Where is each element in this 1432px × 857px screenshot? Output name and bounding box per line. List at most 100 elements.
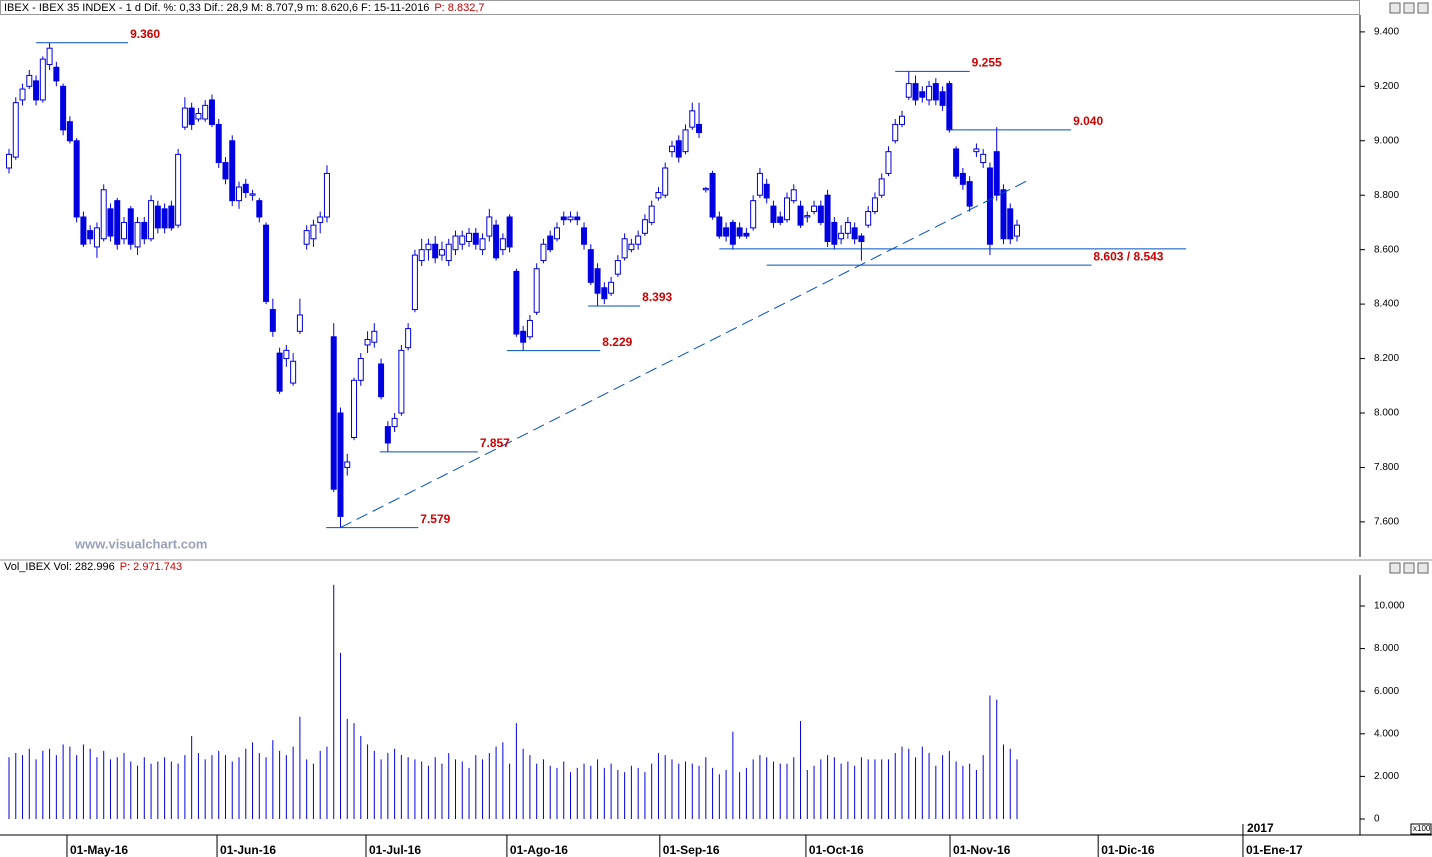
x-tick-label: 01-Ene-17 <box>1246 843 1303 857</box>
candle-body <box>804 215 811 218</box>
candle-body <box>851 227 858 240</box>
x-tick-label: 01-Oct-16 <box>809 843 864 857</box>
candle-body <box>912 83 919 101</box>
unit-box <box>1410 823 1432 835</box>
candle-body <box>269 309 276 332</box>
candle-body <box>493 224 500 259</box>
candle-body <box>66 121 73 142</box>
candle-body <box>831 221 838 245</box>
candle-body <box>506 216 513 248</box>
candle-body <box>783 197 790 221</box>
y-tick-label: 6.000 <box>1374 686 1399 697</box>
candle-body <box>777 216 784 223</box>
candle-body <box>594 268 601 294</box>
candle-body <box>323 172 330 218</box>
maximize-button[interactable] <box>1417 562 1429 574</box>
candle-body <box>560 216 567 221</box>
candle-body <box>310 224 317 240</box>
x-tick-label: 01-Nov-16 <box>953 843 1011 857</box>
candle-body <box>100 189 107 240</box>
candle-body <box>33 80 40 101</box>
header-bar <box>0 0 1360 15</box>
trendline <box>340 180 1028 529</box>
minimize-button[interactable] <box>1389 562 1401 574</box>
candle-body <box>959 172 966 185</box>
candle-body <box>702 187 709 191</box>
x-tick-label: 01-Jun-16 <box>220 843 276 857</box>
candle-body <box>195 113 202 120</box>
candle-body <box>215 123 222 164</box>
candle-body <box>533 268 540 313</box>
candle-body <box>1000 189 1007 240</box>
candle-body <box>513 270 520 335</box>
candle-body <box>858 235 865 242</box>
candle-body <box>844 221 851 234</box>
candle-body <box>986 167 993 245</box>
candle-body <box>871 197 878 213</box>
candle-body <box>472 232 479 245</box>
candle-body <box>655 191 662 199</box>
y-tick-label: 7.600 <box>1374 517 1399 528</box>
candle-body <box>276 352 283 392</box>
candle-body <box>865 211 872 226</box>
candle-body <box>567 216 574 221</box>
candle-body <box>364 338 371 346</box>
candle-body <box>756 172 763 196</box>
candle-body <box>425 243 432 251</box>
x-tick-label: 01-Dic-16 <box>1101 843 1155 857</box>
candle-body <box>249 193 256 196</box>
candle-body <box>520 330 527 343</box>
header-last: P: 8.832,7 <box>434 2 484 14</box>
candle-body <box>296 314 303 332</box>
watermark: www.visualchart.com <box>74 536 207 551</box>
level-label: 9.255 <box>972 56 1002 70</box>
candle-body <box>283 349 290 360</box>
candle-body <box>689 110 696 128</box>
candle-body <box>344 461 351 468</box>
candle-body <box>53 66 60 82</box>
candle-body <box>148 200 155 240</box>
candle-body <box>838 232 845 240</box>
candle-body <box>648 205 655 223</box>
year-label: 2017 <box>1247 821 1274 835</box>
candle-body <box>614 260 621 275</box>
candle-body <box>222 162 229 180</box>
candle-body <box>466 232 473 242</box>
candle-body <box>141 221 148 240</box>
x-tick-label: 01-May-16 <box>70 843 128 857</box>
candle-body <box>729 221 736 245</box>
close-button[interactable] <box>1403 2 1415 14</box>
candle-body <box>668 145 675 153</box>
y-tick-label: 2.000 <box>1374 771 1399 782</box>
candle-body <box>905 83 912 98</box>
maximize-button[interactable] <box>1417 2 1429 14</box>
window-controls[interactable] <box>1389 2 1429 574</box>
candle-body <box>817 205 824 223</box>
minimize-button[interactable] <box>1389 2 1401 14</box>
y-tick-label: 10.000 <box>1374 601 1405 612</box>
candle-body <box>303 230 310 245</box>
candle-body <box>574 216 581 221</box>
y-tick-label: 8.400 <box>1374 299 1399 310</box>
candle-body <box>892 123 899 142</box>
candle-body <box>526 319 533 338</box>
candle-body <box>391 417 398 428</box>
candle-body <box>540 243 547 262</box>
candle-body <box>134 221 141 248</box>
level-label: 8.229 <box>602 335 632 349</box>
candle-body <box>790 189 797 202</box>
candle-body <box>486 216 493 237</box>
y-tick-label: 7.800 <box>1374 462 1399 473</box>
level-label: 8.603 / 8.543 <box>1093 249 1163 263</box>
candle-body <box>39 58 46 101</box>
candle-body <box>263 224 270 302</box>
candle-body <box>405 328 412 349</box>
candle-body <box>682 129 689 153</box>
candle-body <box>188 107 195 125</box>
candle-body <box>418 249 425 262</box>
candle-body <box>5 153 12 169</box>
candle-body <box>87 230 94 240</box>
close-button[interactable] <box>1403 562 1415 574</box>
candle-body <box>438 249 445 256</box>
